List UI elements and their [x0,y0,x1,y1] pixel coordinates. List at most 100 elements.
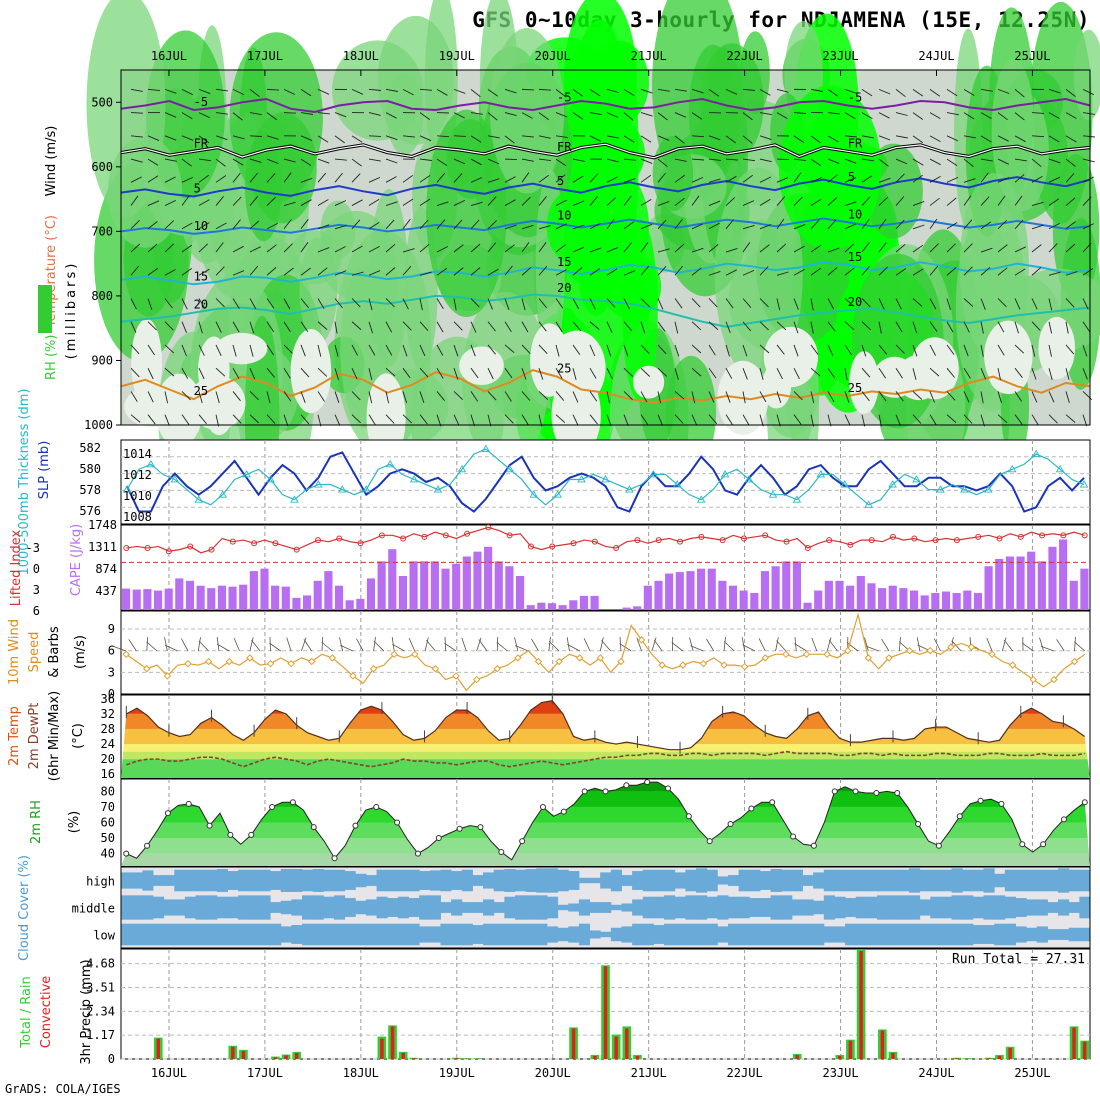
cape-bar [217,585,226,610]
wind-barb [723,641,735,652]
barb [759,266,769,276]
barb [300,177,313,183]
barb [334,414,341,426]
barb [895,173,905,183]
ylabel-part: Wind (m/s) [44,126,59,197]
barb [810,367,821,377]
precip-conv-bar [880,1030,885,1059]
barb [980,196,990,206]
barb [844,267,855,276]
wind-barb [340,644,354,652]
barb [827,247,840,253]
rh-marker [873,789,880,796]
wind-barb [321,641,333,652]
cloud-cell [653,925,665,944]
barb [759,88,771,96]
barb [827,219,837,230]
barb [895,219,905,230]
wind-barb [461,637,467,652]
cape-bar [345,600,354,610]
cape-ylabel: CAPE (J/kg) [69,524,84,596]
barb [674,298,683,309]
barb [317,247,330,253]
cloud-cell [994,873,1006,888]
barb [606,414,612,427]
rh-marker [769,799,776,806]
li-marker [996,535,1003,542]
cape-bar [271,585,280,610]
barb [232,219,241,230]
barb [691,112,703,120]
barb [895,112,908,116]
barb [181,414,190,425]
cloud-cell [387,923,399,946]
barb [249,135,263,137]
barb [861,344,867,357]
thickness-marker [720,470,730,478]
cloud-cell [738,896,750,919]
precip-conv-bar [593,1055,597,1059]
barb [963,88,975,96]
wind-barb [651,637,657,652]
barb [725,269,737,276]
barb [317,298,325,310]
wind-barb [391,637,395,652]
barb [1065,112,1077,119]
barb [232,88,244,96]
barb [334,172,343,183]
barb [606,158,619,163]
cape-bar [1048,546,1057,610]
thickness-marker [744,475,754,483]
cape-bar [207,588,216,610]
wind-barb [706,638,715,652]
barb [215,344,222,356]
thickness-marker [649,470,658,478]
temp-ylabel-3-text: (6hr Min/Max) [47,691,62,781]
rh-marker [164,810,171,817]
rh-marker [539,803,546,810]
precip-conv-bar [795,1054,799,1059]
li-marker [655,537,662,544]
barb [1031,298,1038,310]
cloud-cell [365,899,378,916]
barb [674,243,685,253]
barb [164,220,175,230]
wind-barb [233,637,240,652]
rh-marker [560,808,567,815]
li-marker [826,537,833,544]
wind-barb [197,637,201,652]
barb [1048,321,1053,334]
barb [793,245,805,253]
cloud-cell [791,869,803,892]
cloud-cell [653,896,665,919]
barb [249,344,254,357]
barb [946,321,954,333]
barb [708,158,721,161]
thickness-tick: 576 [79,504,101,518]
barb [181,222,193,230]
cloud-cell [270,923,282,946]
barb [708,298,718,308]
barb [1082,321,1091,332]
barb [385,88,398,92]
wind-marker [431,665,440,673]
li-marker [123,545,130,552]
barb [844,391,850,403]
barb [453,298,457,311]
barb [657,158,668,167]
barb [351,321,362,330]
precip-conv-bar [1082,1041,1087,1059]
barb [198,391,203,404]
barb [368,112,381,116]
rh-band [121,822,1090,839]
barb [657,135,670,141]
cloud-cell [312,923,324,946]
barb [657,298,664,310]
barb [793,344,799,357]
barb [419,135,432,142]
barb [130,344,140,355]
wind-tick: 9 [108,622,115,636]
barb [555,174,566,183]
cloud-cell [195,895,207,920]
barb [283,201,296,206]
